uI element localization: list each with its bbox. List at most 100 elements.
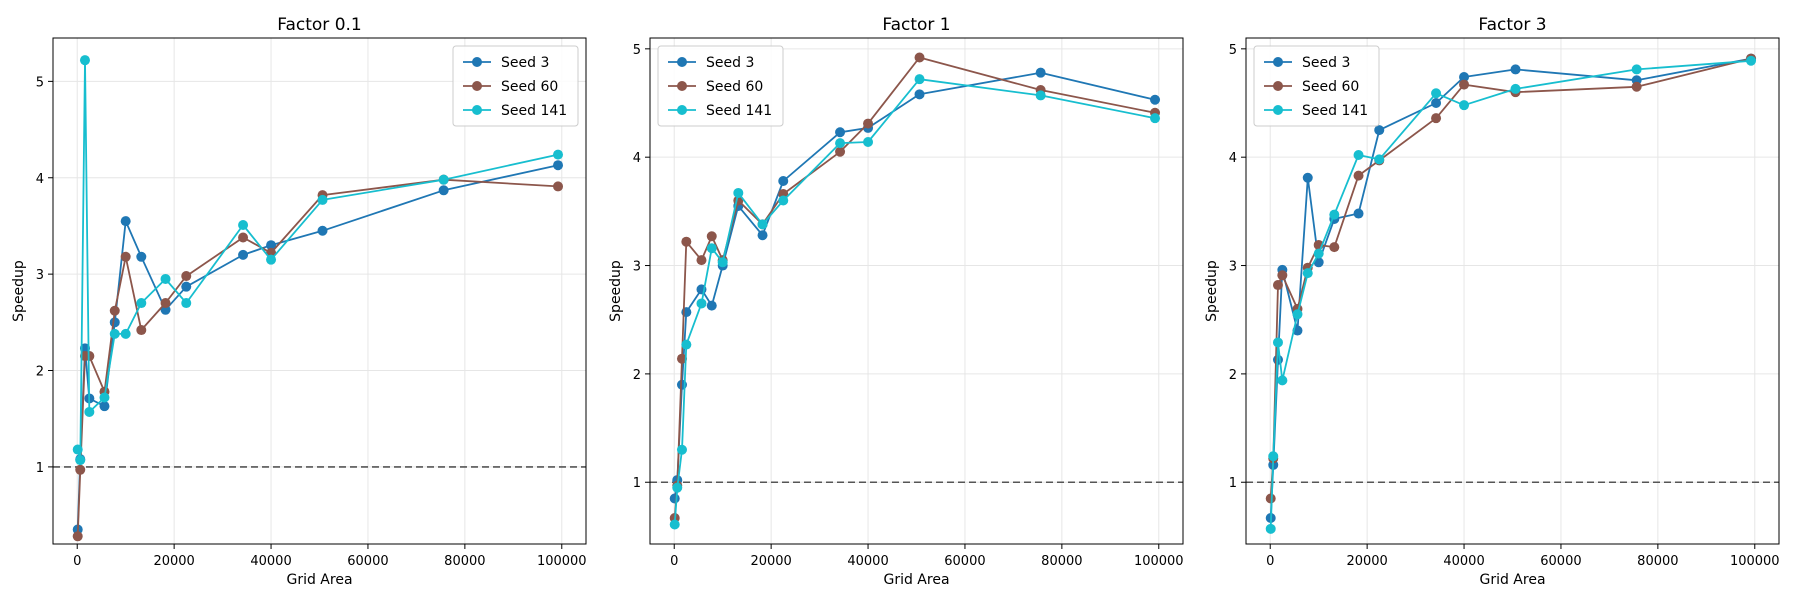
y-tick-label: 5 xyxy=(1229,43,1237,58)
data-point xyxy=(109,317,120,328)
y-tick-label: 4 xyxy=(1229,151,1237,166)
data-point xyxy=(1035,90,1046,101)
x-tick-label: 40000 xyxy=(250,554,291,569)
data-point xyxy=(1374,154,1385,165)
data-point xyxy=(863,118,874,129)
x-tick-label: 80000 xyxy=(1041,554,1082,569)
data-point xyxy=(1459,79,1470,90)
data-point xyxy=(1353,208,1364,219)
data-point xyxy=(136,251,147,262)
data-point xyxy=(1272,337,1283,348)
legend-entry: Seed 60 xyxy=(501,79,558,95)
data-point xyxy=(1302,172,1313,183)
y-tick-label: 3 xyxy=(633,260,641,275)
chart-panel-0: 0 20000 40000 60000 80000 100000 1 2 3 4 5 Factor 0… xyxy=(11,15,587,588)
data-point xyxy=(778,176,789,187)
data-point xyxy=(72,531,83,542)
data-point xyxy=(160,298,171,309)
legend-swatch-marker xyxy=(1273,81,1283,91)
chart-title: Factor 0.1 xyxy=(277,15,361,35)
data-point xyxy=(75,464,86,475)
data-point xyxy=(238,249,249,260)
data-point xyxy=(120,216,131,227)
legend-swatch-marker xyxy=(1273,57,1283,67)
x-tick-label: 60000 xyxy=(347,554,388,569)
data-point xyxy=(1150,94,1161,105)
data-point xyxy=(1631,64,1642,75)
data-point xyxy=(835,127,846,138)
legend-swatch-marker xyxy=(677,81,687,91)
chart-title: Factor 3 xyxy=(1478,15,1546,35)
data-point xyxy=(75,455,86,466)
data-point xyxy=(1510,83,1521,94)
chart-title: Factor 1 xyxy=(882,15,950,35)
data-point xyxy=(99,401,110,412)
data-point xyxy=(706,231,717,242)
data-point xyxy=(1459,72,1470,83)
y-axis-label: Speedup xyxy=(1204,260,1220,322)
data-point xyxy=(1510,64,1521,75)
data-point xyxy=(317,194,328,205)
data-point xyxy=(553,149,564,160)
data-point xyxy=(757,230,768,241)
x-tick-label: 80000 xyxy=(444,554,485,569)
data-point xyxy=(1431,88,1442,99)
data-point xyxy=(696,298,707,309)
data-point xyxy=(553,160,564,171)
axes-frame xyxy=(1245,37,1780,545)
x-tick-label: 100000 xyxy=(1730,554,1780,569)
legend-swatch-marker xyxy=(1273,105,1283,115)
y-tick-label: 2 xyxy=(633,368,641,383)
series-seed-141 xyxy=(72,55,564,466)
data-point xyxy=(733,187,744,198)
legend-box xyxy=(1253,45,1380,127)
data-point xyxy=(1268,451,1279,462)
data-point xyxy=(1353,150,1364,161)
legend-swatch-marker xyxy=(472,105,482,115)
data-point xyxy=(914,74,925,85)
data-point xyxy=(1302,268,1313,279)
data-point xyxy=(1631,81,1642,92)
x-tick-label: 60000 xyxy=(944,554,985,569)
data-point xyxy=(181,298,192,309)
data-point xyxy=(181,271,192,282)
x-tick-label: 0 xyxy=(1266,554,1274,569)
data-point xyxy=(757,219,768,230)
data-point xyxy=(1746,55,1757,66)
data-point xyxy=(835,138,846,149)
legend-entry: Seed 60 xyxy=(1302,79,1359,95)
data-point xyxy=(778,195,789,206)
y-tick-label: 4 xyxy=(633,151,641,166)
x-tick-label: 60000 xyxy=(1540,554,1581,569)
y-tick-label: 1 xyxy=(36,461,44,476)
chart-panel-1: 0 20000 40000 60000 80000 100000 1 2 3 4 5 Factor 1… xyxy=(608,15,1184,588)
legend: Seed 3 Seed 60 Seed 141 xyxy=(657,45,784,127)
data-point xyxy=(681,236,692,247)
y-tick-label: 5 xyxy=(36,75,44,90)
data-point xyxy=(1150,113,1161,124)
x-tick-label: 20000 xyxy=(750,554,791,569)
data-point xyxy=(835,146,846,157)
x-tick-label: 80000 xyxy=(1637,554,1678,569)
data-point xyxy=(717,257,728,268)
data-point xyxy=(181,281,192,292)
x-axis-label: Grid Area xyxy=(286,572,352,588)
data-point xyxy=(676,353,687,364)
data-point xyxy=(1265,523,1276,534)
legend-entry: Seed 141 xyxy=(501,103,567,119)
y-tick-label: 1 xyxy=(633,476,641,491)
data-point xyxy=(84,406,95,417)
data-point xyxy=(914,52,925,63)
y-tick-label: 1 xyxy=(1229,476,1237,491)
data-point xyxy=(317,225,328,236)
data-point xyxy=(914,89,925,100)
data-point xyxy=(438,174,449,185)
data-point xyxy=(72,444,83,455)
legend-box xyxy=(452,45,579,127)
data-point xyxy=(676,444,687,455)
axes-frame xyxy=(649,37,1184,545)
data-point xyxy=(1353,170,1364,181)
data-point xyxy=(706,243,717,254)
y-axis-label: Speedup xyxy=(11,260,27,322)
